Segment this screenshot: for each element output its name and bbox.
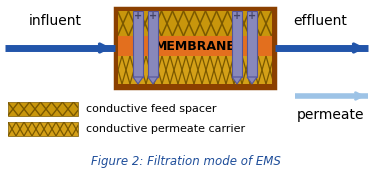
Bar [118,36,272,56]
Bar [8,122,78,136]
Text: Figure 2: Filtration mode of EMS: Figure 2: Filtration mode of EMS [91,156,281,168]
Polygon shape [148,77,158,84]
Bar [118,11,272,36]
Text: permeate: permeate [296,108,364,122]
Polygon shape [133,77,143,84]
Polygon shape [247,77,257,84]
Text: conductive permeate carrier: conductive permeate carrier [86,124,245,134]
Text: +: + [248,11,256,21]
Text: influent: influent [28,14,81,28]
Bar [247,11,257,77]
Text: +: + [233,11,241,21]
Bar [232,11,242,77]
Polygon shape [232,77,242,84]
Text: effluent: effluent [293,14,347,28]
Text: +: + [134,11,142,21]
Bar [118,56,272,84]
Bar [148,11,158,77]
Bar [133,11,143,77]
Text: MEMBRANE: MEMBRANE [154,39,235,52]
Text: conductive feed spacer: conductive feed spacer [86,104,216,114]
Bar [115,8,275,88]
Text: +: + [149,11,157,21]
Bar [8,102,78,116]
